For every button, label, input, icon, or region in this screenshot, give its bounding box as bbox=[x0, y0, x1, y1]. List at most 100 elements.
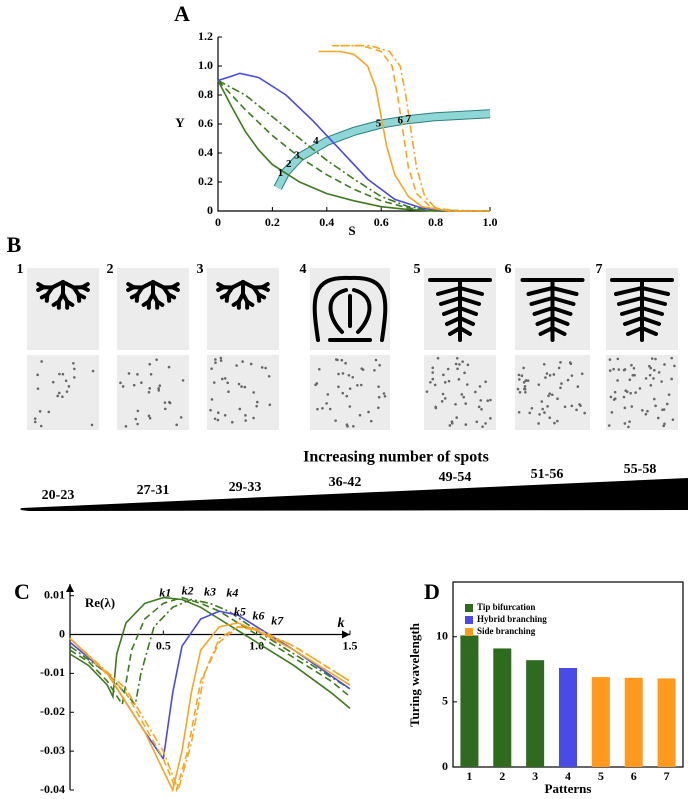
branch bbox=[535, 316, 555, 326]
annotation: k3 bbox=[204, 585, 216, 599]
spot bbox=[367, 410, 370, 414]
spot bbox=[33, 417, 37, 420]
spot bbox=[356, 383, 359, 387]
annotation: 5 bbox=[376, 118, 382, 130]
branch bbox=[550, 316, 570, 326]
spot bbox=[260, 366, 264, 369]
spot bbox=[179, 416, 183, 419]
spot bbox=[317, 367, 321, 371]
spot bbox=[629, 391, 632, 395]
branch bbox=[39, 292, 50, 300]
spot bbox=[548, 392, 552, 395]
spot bbox=[652, 377, 655, 380]
pattern-number: 6 bbox=[505, 262, 512, 277]
spot bbox=[648, 373, 652, 377]
spot bbox=[670, 356, 673, 360]
x-axis-label: Patterns bbox=[545, 781, 592, 796]
spot bbox=[612, 367, 615, 371]
spot bbox=[136, 409, 140, 413]
branch bbox=[51, 299, 61, 307]
spot bbox=[623, 368, 627, 371]
spot bbox=[256, 400, 259, 404]
spot bbox=[351, 375, 355, 379]
spot bbox=[220, 377, 224, 381]
branch bbox=[260, 285, 270, 293]
branch bbox=[529, 296, 555, 306]
pattern bbox=[610, 278, 674, 342]
spot bbox=[489, 417, 492, 420]
spot bbox=[149, 372, 153, 376]
legend-swatch bbox=[465, 628, 473, 636]
panel-label: A bbox=[174, 1, 190, 26]
spot bbox=[530, 406, 534, 410]
spot bbox=[654, 404, 657, 408]
panel-label: C bbox=[14, 579, 30, 604]
spot-box bbox=[606, 355, 678, 430]
spot bbox=[433, 383, 437, 387]
spot-box bbox=[207, 355, 279, 430]
branch bbox=[36, 282, 46, 290]
branch bbox=[126, 282, 136, 290]
spot bbox=[608, 358, 612, 361]
spot bbox=[537, 422, 540, 425]
spot bbox=[64, 379, 68, 383]
spot bbox=[36, 387, 40, 390]
spot bbox=[528, 411, 532, 415]
spot bbox=[489, 398, 492, 402]
spot bbox=[670, 377, 673, 381]
branch bbox=[550, 306, 573, 316]
branch bbox=[129, 292, 140, 300]
curve bbox=[217, 72, 490, 212]
y-tick-label: -0.04 bbox=[40, 782, 65, 796]
spot bbox=[646, 409, 649, 413]
branch bbox=[526, 286, 555, 296]
spot bbox=[617, 368, 621, 371]
spot bbox=[623, 406, 627, 410]
spot bbox=[641, 409, 644, 412]
annotation: k4 bbox=[226, 585, 238, 599]
spot bbox=[575, 408, 578, 412]
spot bbox=[524, 379, 528, 382]
spot bbox=[377, 385, 380, 388]
spot bbox=[216, 411, 220, 415]
curve bbox=[69, 596, 351, 707]
y-tick-label: 0.2 bbox=[198, 174, 213, 188]
spot bbox=[517, 410, 521, 414]
y-tick-label: -0.02 bbox=[40, 704, 65, 718]
x-tick-label: 1.0 bbox=[249, 638, 264, 652]
x-tick-label: 1.5 bbox=[343, 638, 358, 652]
spot bbox=[464, 423, 468, 426]
annotation: 4 bbox=[313, 135, 319, 147]
spot bbox=[336, 358, 339, 362]
spot bbox=[633, 373, 636, 377]
pattern-number: 3 bbox=[197, 262, 204, 277]
branch bbox=[620, 306, 644, 316]
spot bbox=[155, 358, 158, 361]
spot bbox=[40, 360, 43, 363]
spot bbox=[644, 412, 648, 416]
spot bbox=[516, 387, 520, 391]
spot bbox=[147, 414, 151, 418]
annotation: 7 bbox=[406, 113, 412, 125]
branch bbox=[640, 286, 670, 296]
spot bbox=[334, 419, 337, 422]
curve bbox=[217, 80, 490, 212]
axis-arrow bbox=[342, 630, 350, 639]
spot bbox=[657, 371, 661, 374]
spot bbox=[627, 425, 630, 429]
spot bbox=[543, 411, 546, 414]
x-tick-label: 5 bbox=[598, 769, 604, 783]
x-tick-label: 0.4 bbox=[319, 215, 334, 229]
spot-box bbox=[424, 355, 496, 430]
spot bbox=[124, 425, 128, 428]
spot bbox=[235, 364, 238, 367]
spot-range: 27-31 bbox=[137, 483, 170, 498]
spot bbox=[58, 372, 61, 376]
branch bbox=[550, 296, 576, 306]
spot bbox=[542, 362, 546, 366]
y-tick-label: -0.01 bbox=[40, 665, 65, 679]
y-tick-label: 0 bbox=[442, 759, 448, 773]
spot-box bbox=[27, 355, 99, 430]
branch bbox=[442, 306, 462, 316]
spot bbox=[474, 390, 477, 394]
